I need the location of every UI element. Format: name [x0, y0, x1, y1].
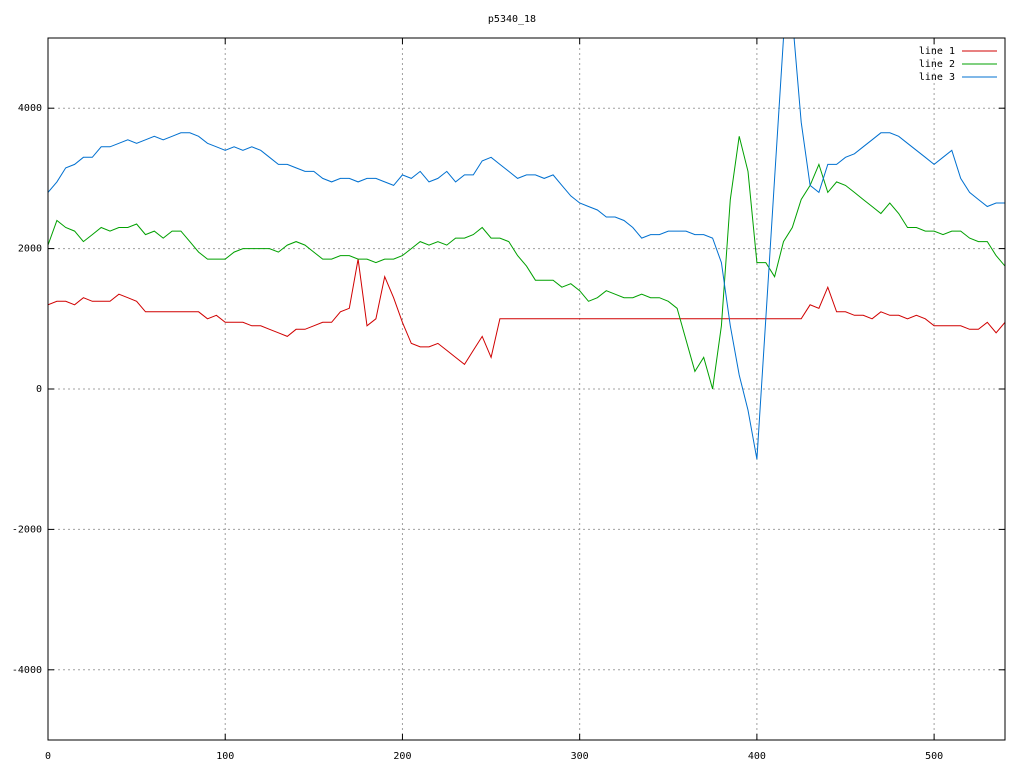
y-tick-label: 0 — [36, 384, 42, 395]
chart-title: p5340_18 — [488, 14, 536, 25]
x-tick-label: 200 — [393, 751, 411, 762]
data-line — [48, 136, 1005, 390]
plot-area — [48, 38, 1005, 460]
legend-label: line 1 — [919, 46, 955, 57]
y-tick-label: 4000 — [18, 103, 42, 114]
x-tick-label: 500 — [925, 751, 943, 762]
data-line — [48, 38, 1005, 460]
legend-label: line 2 — [919, 59, 955, 70]
data-line — [48, 259, 1005, 366]
legend-label: line 3 — [919, 72, 955, 83]
y-tick-label: 2000 — [18, 244, 42, 255]
x-tick-label: 100 — [216, 751, 234, 762]
x-tick-label: 400 — [748, 751, 766, 762]
x-tick-label: 0 — [45, 751, 51, 762]
x-tick-label: 300 — [571, 751, 589, 762]
y-tick-label: -4000 — [12, 665, 42, 676]
plot-frame — [47, 37, 1006, 741]
y-tick-label: -2000 — [12, 524, 42, 535]
